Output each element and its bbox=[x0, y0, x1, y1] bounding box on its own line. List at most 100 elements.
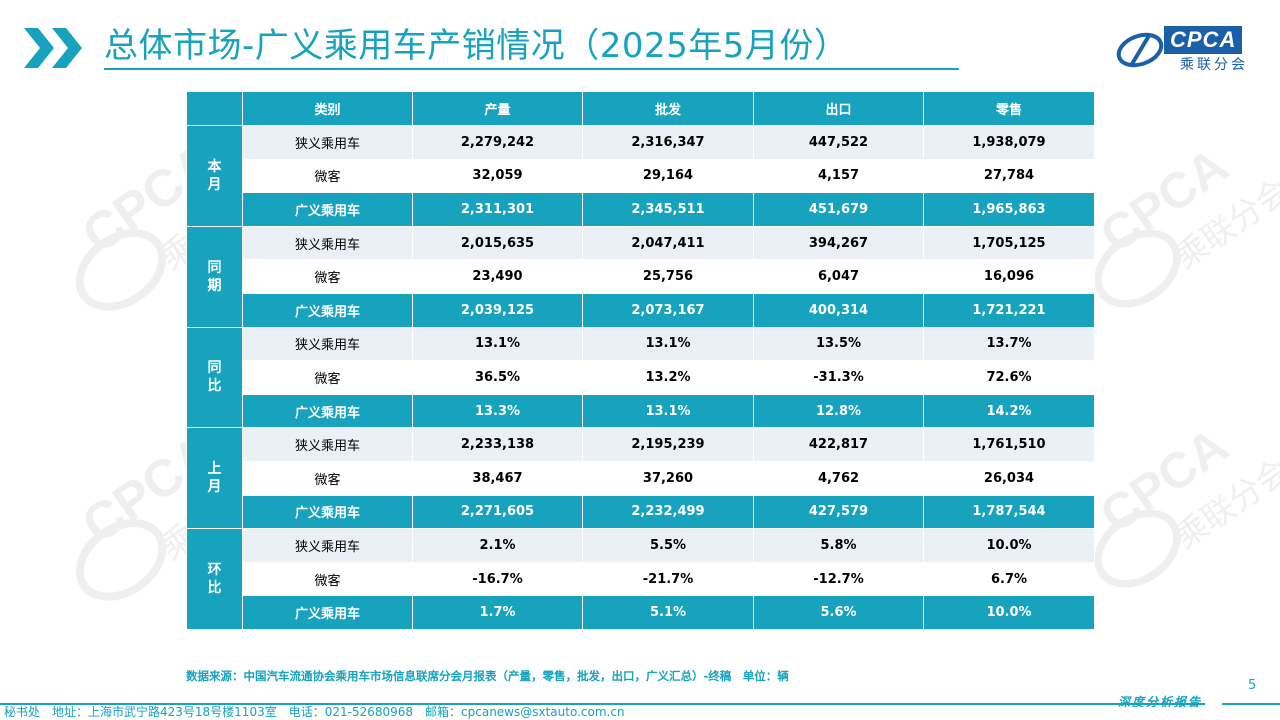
table-cell: 4,157 bbox=[753, 158, 924, 194]
row-label: 微客 bbox=[242, 561, 413, 597]
table-row: 同比 狭义乘用车 13.1% 13.1% 13.5% 13.7% bbox=[186, 326, 1095, 429]
table-cell: 13.5% bbox=[753, 326, 924, 362]
row-label: 狭义乘用车 bbox=[242, 326, 413, 362]
table-row: 微客 23,490 25,756 6,047 16,096 bbox=[187, 259, 1095, 294]
double-chevron-icon bbox=[24, 28, 82, 68]
table-cell: 5.1% bbox=[582, 595, 754, 630]
page-number: 5 bbox=[1248, 678, 1257, 693]
table-row: 微客 38,467 37,260 4,762 26,034 bbox=[187, 460, 1095, 496]
table-cell: 2.1% bbox=[412, 528, 583, 563]
table-cell: 1,761,510 bbox=[923, 427, 1095, 462]
table-cell: 447,522 bbox=[753, 125, 924, 160]
table-cell: 451,679 bbox=[753, 192, 924, 227]
table-cell: 394,267 bbox=[753, 225, 924, 261]
table-row: 广义乘用车 2,039,125 2,073,167 400,314 1,721,221 bbox=[187, 292, 1095, 328]
table-cell: 2,047,411 bbox=[582, 225, 754, 261]
group-label: 环比 bbox=[186, 528, 243, 630]
group-label-text: 环比 bbox=[207, 562, 222, 597]
table-cell: 1.7% bbox=[412, 595, 583, 630]
table-cell: 13.3% bbox=[412, 393, 583, 429]
table-cell: 26,034 bbox=[923, 460, 1095, 496]
table-cell: 37,260 bbox=[582, 460, 754, 496]
row-label: 微客 bbox=[242, 460, 413, 496]
table-cell: 1,965,863 bbox=[923, 192, 1095, 227]
table-cell: 10.0% bbox=[923, 595, 1095, 630]
contact-info: 秘书处 地址：上海市武宁路423号18号楼1103室 电话：021-526809… bbox=[4, 705, 625, 719]
table-cell: 13.1% bbox=[412, 326, 583, 362]
table-row: 微客 -16.7% -21.7% -12.7% 6.7% bbox=[187, 561, 1095, 597]
watermark-logo-right-2: CPCA 乘联分会 bbox=[1090, 430, 1280, 588]
table-row: 广义乘用车 13.3% 13.1% 12.8% 14.2% bbox=[187, 393, 1095, 429]
row-label: 狭义乘用车 bbox=[242, 427, 413, 462]
row-label: 广义乘用车 bbox=[242, 292, 413, 328]
table-row: 广义乘用车 2,311,301 2,345,511 451,679 1,965,863 bbox=[187, 192, 1095, 227]
table-cell: 32,059 bbox=[412, 158, 583, 194]
table-row: 广义乘用车 1.7% 5.1% 5.6% 10.0% bbox=[187, 595, 1095, 630]
row-label: 广义乘用车 bbox=[242, 494, 413, 530]
table-cell: 422,817 bbox=[753, 427, 924, 462]
table-cell: -31.3% bbox=[753, 360, 924, 395]
table-cell: 12.8% bbox=[753, 393, 924, 429]
table-cell: 427,579 bbox=[753, 494, 924, 530]
group-label-text: 本月 bbox=[207, 158, 222, 193]
table-cell: 13.1% bbox=[582, 326, 754, 362]
logo-wordmark: CPCA bbox=[1164, 26, 1243, 54]
row-label: 狭义乘用车 bbox=[242, 125, 413, 160]
table-cell: 72.6% bbox=[923, 360, 1095, 395]
logo-subtext: 乘联分会 bbox=[1180, 57, 1248, 73]
table-cell: 2,279,242 bbox=[412, 125, 583, 160]
table-cell: 25,756 bbox=[582, 259, 754, 294]
table-header-row: 类别 产量 批发 出口 零售 bbox=[186, 91, 1095, 126]
row-label: 广义乘用车 bbox=[242, 393, 413, 429]
table-cell: 400,314 bbox=[753, 292, 924, 328]
row-label: 广义乘用车 bbox=[242, 192, 413, 227]
table-cell: 2,039,125 bbox=[412, 292, 583, 328]
table-cell: 13.7% bbox=[923, 326, 1095, 362]
table-cell: 14.2% bbox=[923, 393, 1095, 429]
table-cell: 5.6% bbox=[753, 595, 924, 630]
row-label: 微客 bbox=[242, 360, 413, 395]
row-label: 广义乘用车 bbox=[242, 595, 413, 630]
table-cell: 2,195,239 bbox=[582, 427, 754, 462]
row-label: 狭义乘用车 bbox=[242, 225, 413, 261]
table-cell: 13.2% bbox=[582, 360, 754, 395]
column-header: 批发 bbox=[582, 91, 754, 126]
table-cell: 2,345,511 bbox=[582, 192, 754, 227]
group-label-text: 同比 bbox=[207, 360, 222, 395]
table-cell: 2,015,635 bbox=[412, 225, 583, 261]
column-header: 产量 bbox=[412, 91, 583, 126]
report-tag: 深度分析报告 bbox=[1118, 695, 1203, 709]
table-cell: 1,938,079 bbox=[923, 125, 1095, 160]
column-header: 出口 bbox=[753, 91, 924, 126]
table-cell: 6,047 bbox=[753, 259, 924, 294]
table-row: 环比 狭义乘用车 2.1% 5.5% 5.8% 10.0% bbox=[186, 528, 1095, 630]
table-cell: 2,316,347 bbox=[582, 125, 754, 160]
table-cell: 6.7% bbox=[923, 561, 1095, 597]
table-cell: 4,762 bbox=[753, 460, 924, 496]
group-label: 本月 bbox=[186, 125, 243, 227]
footer-divider-right bbox=[1222, 703, 1280, 705]
watermark-logo-right: CPCA 乘联分会 bbox=[1090, 150, 1280, 308]
table-cell: 13.1% bbox=[582, 393, 754, 429]
footer-divider bbox=[0, 703, 1205, 705]
table-cell: 2,232,499 bbox=[582, 494, 754, 530]
page-title: 总体市场-广义乘用车产销情况（2025年5月份） bbox=[104, 26, 849, 66]
table-row: 本月 狭义乘用车 2,279,242 2,316,347 447,522 1,938,07… bbox=[186, 125, 1095, 227]
cpca-logo-icon bbox=[1116, 32, 1164, 68]
table-cell: 29,164 bbox=[582, 158, 754, 194]
column-header: 类别 bbox=[242, 91, 413, 126]
table-cell: 2,073,167 bbox=[582, 292, 754, 328]
table-cell: 5.5% bbox=[582, 528, 754, 563]
table-cell: -21.7% bbox=[582, 561, 754, 597]
table-row: 同期 狭义乘用车 2,015,635 2,047,411 394,267 1,705,12… bbox=[186, 225, 1095, 328]
group-label-text: 上月 bbox=[207, 461, 222, 496]
row-label: 微客 bbox=[242, 259, 413, 294]
group-label: 同比 bbox=[186, 326, 243, 429]
table-cell: 2,271,605 bbox=[412, 494, 583, 530]
column-header: 零售 bbox=[923, 91, 1095, 126]
table-row: 上月 狭义乘用车 2,233,138 2,195,239 422,817 1,761,51… bbox=[186, 427, 1095, 530]
table-cell: 1,705,125 bbox=[923, 225, 1095, 261]
table-cell: 27,784 bbox=[923, 158, 1095, 194]
group-label-text: 同期 bbox=[207, 259, 222, 294]
group-label: 上月 bbox=[186, 427, 243, 530]
